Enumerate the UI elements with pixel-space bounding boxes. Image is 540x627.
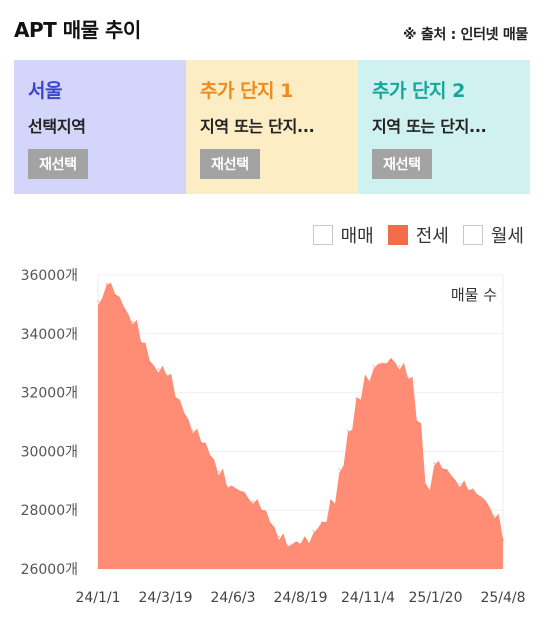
data-point xyxy=(97,300,99,303)
data-point xyxy=(441,468,444,470)
data-point xyxy=(235,488,237,491)
region-card-subtitle: 지역 또는 단지... xyxy=(200,117,315,136)
legend-label-jeonse: 전세 xyxy=(415,226,449,247)
data-point xyxy=(166,374,168,376)
data-point xyxy=(200,441,203,444)
data-point xyxy=(381,362,384,364)
listing-trend-chart: 36000개 34000개 32000개 30000개 28000개 26000개 24/1… xyxy=(21,268,526,606)
legend-checkbox-jeonse[interactable] xyxy=(387,225,408,245)
y-tick-label: 28000개 xyxy=(21,503,78,519)
legend-item-jeonse[interactable]: 전세 xyxy=(387,222,449,248)
data-point xyxy=(355,397,358,400)
legend-label-monthly: 월세 xyxy=(490,226,524,247)
data-point xyxy=(347,430,349,432)
y-tick-label: 26000개 xyxy=(21,562,78,578)
data-point xyxy=(295,541,297,544)
x-tick-label: 24/6/3 xyxy=(210,590,255,606)
x-tick-label: 24/1/1 xyxy=(75,590,120,606)
data-point xyxy=(269,524,272,526)
data-point xyxy=(157,368,160,370)
jeonse-area-series xyxy=(98,282,503,569)
x-tick-label: 25/4/8 xyxy=(480,590,525,606)
chart-annotation: 매물 수 xyxy=(451,286,497,304)
data-point xyxy=(433,462,435,464)
x-tick-label: 24/8/19 xyxy=(274,590,328,606)
data-point xyxy=(105,283,108,285)
reselect-button-extra-1[interactable]: 재선택 xyxy=(200,149,260,179)
data-point xyxy=(140,341,142,344)
data-point xyxy=(131,321,134,323)
reselect-button-extra-2[interactable]: 재선택 xyxy=(372,149,432,179)
data-point xyxy=(502,538,504,541)
data-point xyxy=(321,521,323,523)
data-point xyxy=(424,485,427,488)
data-point xyxy=(148,362,151,364)
region-card-title: 추가 단지 1 xyxy=(200,80,293,102)
region-card-title: 서울 xyxy=(28,80,62,102)
data-point xyxy=(364,377,366,379)
data-point xyxy=(450,477,453,479)
chart-legend: 매매 전세 월세 xyxy=(299,222,524,248)
data-point xyxy=(390,359,392,362)
page-title: APT 매물 추이 xyxy=(14,18,141,42)
data-point xyxy=(467,488,470,491)
region-card-seoul: 서울 선택지역 재선택 xyxy=(14,60,186,194)
data-point xyxy=(123,309,125,312)
y-tick-label: 34000개 xyxy=(21,327,78,343)
data-point xyxy=(217,471,220,473)
data-point xyxy=(209,456,211,459)
data-point xyxy=(191,430,194,432)
data-point xyxy=(226,485,229,488)
legend-label-sale: 매매 xyxy=(340,226,374,247)
legend-checkbox-monthly[interactable] xyxy=(462,225,483,245)
legend-checkbox-sale[interactable] xyxy=(312,225,333,245)
region-card-subtitle: 선택지역 xyxy=(28,117,86,136)
data-point xyxy=(252,500,254,503)
x-tick-label: 25/1/20 xyxy=(409,590,463,606)
data-point xyxy=(338,468,341,470)
data-point xyxy=(459,482,461,485)
data-point xyxy=(476,494,478,497)
data-point xyxy=(174,397,177,400)
y-tick-label: 32000개 xyxy=(21,386,78,402)
data-point xyxy=(260,509,263,511)
data-point xyxy=(243,494,246,497)
data-point xyxy=(398,365,401,367)
region-card-subtitle: 지역 또는 단지... xyxy=(372,117,487,136)
data-point xyxy=(286,544,289,547)
data-point xyxy=(372,365,375,367)
data-point xyxy=(493,515,496,517)
data-point xyxy=(407,377,410,379)
x-tick-label: 24/11/4 xyxy=(341,590,395,606)
data-point xyxy=(484,503,487,506)
y-tick-label: 30000개 xyxy=(21,444,78,460)
data-point xyxy=(114,294,117,297)
legend-item-sale[interactable]: 매매 xyxy=(312,222,374,248)
data-point xyxy=(278,535,280,538)
data-point xyxy=(304,538,306,541)
region-card-title: 추가 단지 2 xyxy=(372,80,465,102)
data-point xyxy=(183,415,185,417)
data-point xyxy=(312,529,315,532)
region-card-extra-2: 추가 단지 2 지역 또는 단지... 재선택 xyxy=(358,60,530,194)
x-tick-label: 24/3/19 xyxy=(139,590,193,606)
region-card-extra-1: 추가 단지 1 지역 또는 단지... 재선택 xyxy=(186,60,358,194)
region-cards: 서울 선택지역 재선택 추가 단지 1 지역 또는 단지... 재선택 추가 단… xyxy=(14,60,530,194)
legend-item-monthly[interactable]: 월세 xyxy=(462,222,524,248)
reselect-button-seoul[interactable]: 재선택 xyxy=(28,149,88,179)
source-note: ※ 출처 : 인터넷 매물 xyxy=(403,27,528,43)
data-point xyxy=(416,421,418,423)
data-point xyxy=(329,500,332,503)
y-tick-label: 36000개 xyxy=(21,268,78,284)
